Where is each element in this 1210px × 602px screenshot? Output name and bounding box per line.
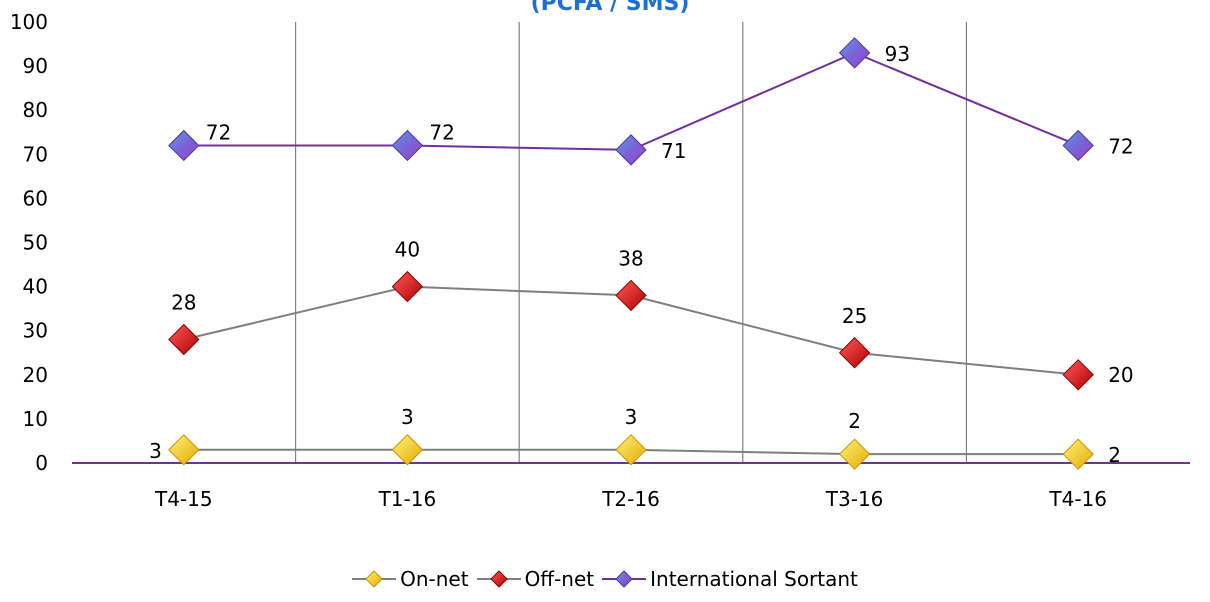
data-label-international-sortant: 72 bbox=[429, 120, 454, 144]
legend: On-net Off-net International Sortant bbox=[0, 562, 1210, 596]
legend-marker-on-net bbox=[352, 570, 397, 588]
data-labels: 3 3 3 2 2 28 40 38 25 20 72 72 71 93 72 bbox=[149, 42, 1134, 467]
chart-title: (PCFA / SMS) bbox=[531, 0, 690, 16]
x-tick-label: T3-16 bbox=[825, 487, 884, 511]
data-label-on-net: 3 bbox=[625, 405, 638, 429]
x-axis-ticks: T4-15 T1-16 T2-16 T3-16 T4-16 bbox=[154, 487, 1107, 511]
x-tick-label: T1-16 bbox=[378, 487, 437, 511]
data-label-international-sortant: 71 bbox=[661, 139, 686, 163]
data-label-international-sortant: 72 bbox=[1108, 134, 1133, 158]
marker-on-net bbox=[615, 434, 647, 466]
chart: (PCFA / SMS) 0 10 20 30 40 50 60 70 80 90 100 T4-1… bbox=[10, 0, 1190, 511]
y-tick-label: 30 bbox=[23, 319, 48, 343]
y-tick-label: 100 bbox=[10, 10, 48, 34]
x-tick-label: T4-16 bbox=[1048, 487, 1107, 511]
data-label-international-sortant: 72 bbox=[206, 120, 231, 144]
y-tick-label: 40 bbox=[23, 275, 48, 299]
x-tick-label: T2-16 bbox=[601, 487, 660, 511]
marker-off-net bbox=[838, 337, 871, 369]
data-label-off-net: 28 bbox=[171, 291, 196, 315]
marker-on-net bbox=[838, 438, 871, 470]
legend-label-off-net: Off-net bbox=[524, 567, 595, 591]
series-markers bbox=[168, 37, 1094, 470]
marker-international-sortant bbox=[838, 37, 871, 69]
data-label-off-net: 38 bbox=[618, 246, 643, 270]
y-tick-label: 20 bbox=[23, 363, 48, 387]
grid-lines bbox=[72, 22, 1190, 464]
marker-international-sortant bbox=[391, 129, 424, 162]
y-tick-label: 90 bbox=[23, 54, 48, 78]
marker-on-net bbox=[1062, 438, 1094, 470]
data-label-on-net: 3 bbox=[401, 405, 414, 429]
legend-item-on-net: On-net bbox=[352, 567, 469, 591]
legend-marker-off-net bbox=[476, 570, 521, 588]
legend-label-on-net: On-net bbox=[400, 567, 469, 591]
marker-off-net bbox=[615, 279, 647, 312]
data-label-on-net: 2 bbox=[1108, 443, 1121, 467]
data-label-off-net: 40 bbox=[395, 238, 420, 262]
y-tick-label: 60 bbox=[23, 186, 48, 210]
y-tick-label: 0 bbox=[35, 451, 48, 475]
y-tick-label: 80 bbox=[23, 98, 48, 122]
marker-international-sortant bbox=[1062, 129, 1094, 162]
data-label-on-net: 2 bbox=[848, 409, 861, 433]
data-label-on-net: 3 bbox=[149, 439, 162, 463]
marker-on-net bbox=[391, 434, 424, 466]
marker-on-net bbox=[168, 434, 200, 466]
data-label-off-net: 25 bbox=[842, 304, 867, 328]
y-tick-label: 70 bbox=[23, 142, 48, 166]
y-tick-label: 10 bbox=[23, 407, 48, 431]
legend-marker-international-sortant bbox=[602, 570, 647, 588]
x-tick-label: T4-15 bbox=[154, 487, 213, 511]
data-label-international-sortant: 93 bbox=[885, 42, 910, 66]
marker-off-net bbox=[1062, 359, 1094, 391]
marker-international-sortant bbox=[615, 134, 647, 166]
marker-off-net bbox=[391, 270, 424, 303]
legend-item-off-net: Off-net bbox=[476, 567, 595, 591]
legend-label-international-sortant: International Sortant bbox=[650, 567, 858, 591]
y-axis-ticks: 0 10 20 30 40 50 60 70 80 90 100 bbox=[10, 10, 48, 475]
marker-international-sortant bbox=[168, 129, 200, 162]
marker-off-net bbox=[168, 323, 200, 356]
legend-item-international-sortant: International Sortant bbox=[602, 567, 858, 591]
data-label-off-net: 20 bbox=[1108, 363, 1133, 387]
y-tick-label: 50 bbox=[23, 231, 48, 255]
